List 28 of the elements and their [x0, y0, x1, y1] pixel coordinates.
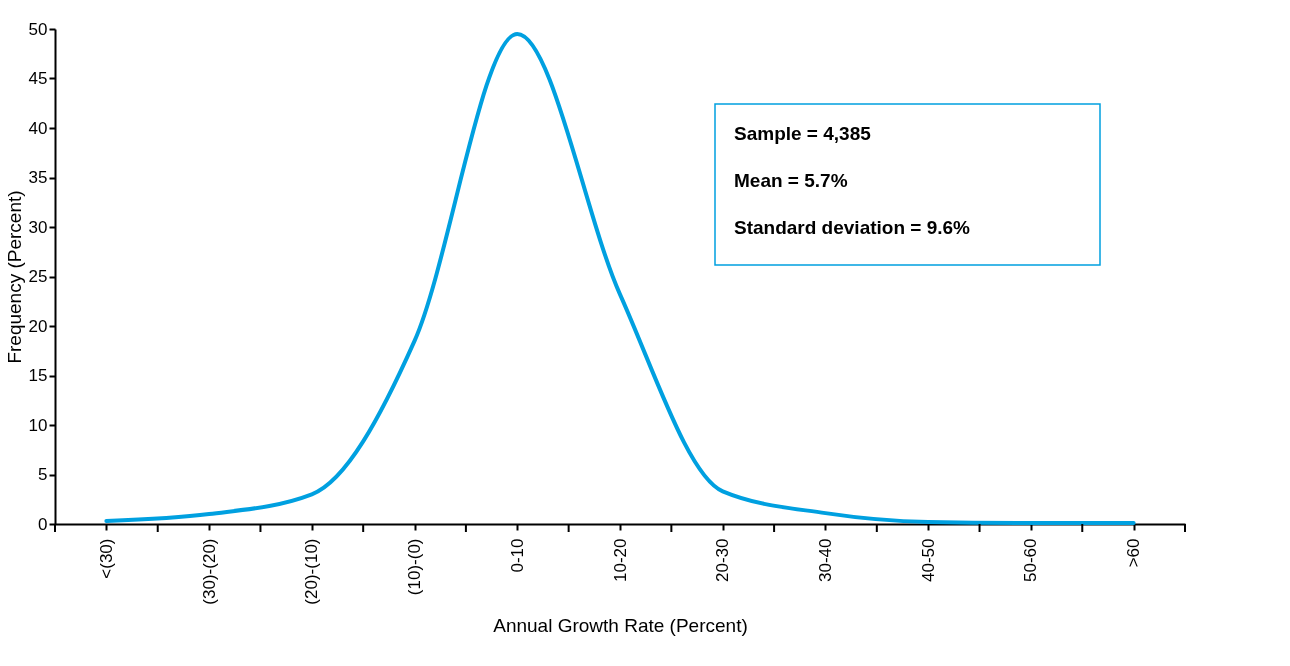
y-tick-label: 10: [28, 415, 48, 435]
y-tick-label: 5: [38, 465, 48, 484]
y-tick-label: 40: [28, 118, 48, 138]
x-tick-label: 20-30: [713, 538, 733, 582]
x-axis-title: Annual Growth Rate (Percent): [493, 614, 748, 636]
y-tick-label: 0: [38, 514, 48, 534]
y-tick-label: 30: [28, 217, 48, 237]
x-tick-label: 40-50: [918, 538, 938, 582]
annotation: Sample = 4,385: [734, 123, 872, 144]
y-tick-label: 20: [28, 316, 48, 336]
x-tick-label: (10)-(0): [405, 538, 425, 596]
x-tick-label: 30-40: [815, 538, 835, 582]
y-axis-title: Frequency (Percent): [3, 190, 25, 364]
y-tick-label: 45: [28, 69, 48, 88]
x-tick-label: 50-60: [1021, 538, 1041, 582]
x-tick-label: 10-20: [610, 538, 630, 582]
x-tick-label: (30)-(20): [199, 538, 219, 605]
x-tick-label: >60: [1124, 538, 1144, 568]
annotation: Mean = 5.7%: [734, 170, 848, 191]
y-tick-label: 25: [28, 267, 48, 286]
annotation: Standard deviation = 9.6%: [734, 217, 971, 238]
line-series: [104, 31, 1136, 526]
y-tick-label: 50: [28, 19, 48, 39]
x-tick-label: <(30): [96, 538, 116, 579]
x-tick-label: (20)-(10): [302, 538, 322, 605]
y-tick-label: 35: [28, 168, 48, 187]
y-tick-label: 15: [28, 366, 48, 385]
x-tick-label: 0-10: [507, 538, 527, 573]
